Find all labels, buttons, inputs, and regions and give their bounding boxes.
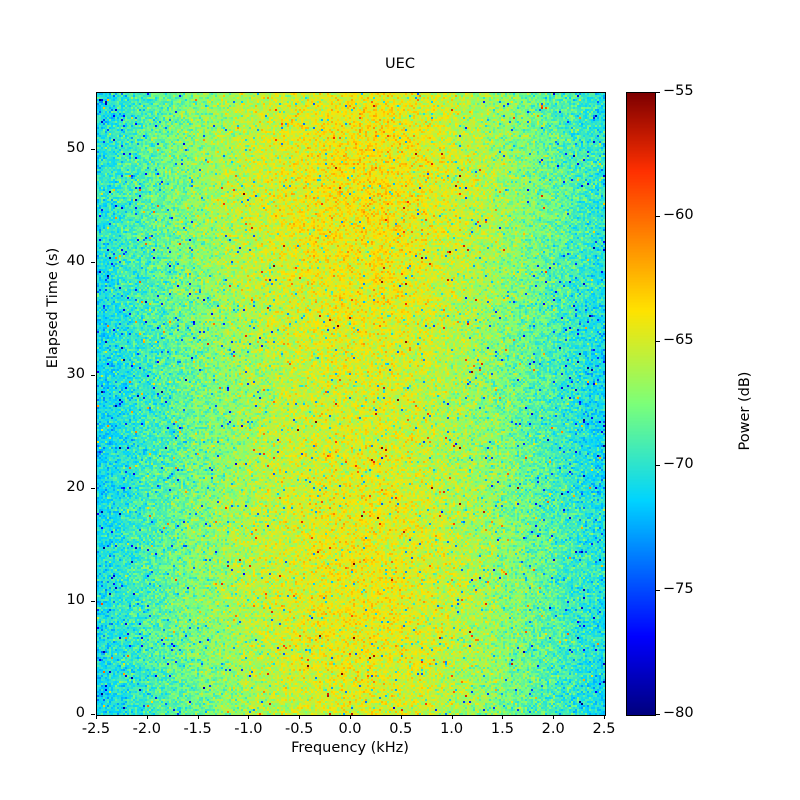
x-axis-tick-label: 0.0 <box>338 721 362 737</box>
x-axis-tick-label: -2.0 <box>132 721 161 737</box>
y-axis-tick <box>91 600 95 602</box>
x-axis-tick-label: 2.0 <box>541 721 565 737</box>
x-axis-tick-label: 1.5 <box>490 721 514 737</box>
x-axis-tick <box>299 715 301 719</box>
y-axis-tick-label: 50 <box>66 139 85 156</box>
y-axis-tick <box>91 374 95 376</box>
y-axis-tick <box>91 261 95 263</box>
colorbar-tick <box>656 340 660 342</box>
spectrogram-heatmap <box>97 93 605 715</box>
x-axis-tick <box>553 715 555 719</box>
colorbar-tick <box>656 216 660 218</box>
y-axis-tick <box>91 148 95 150</box>
colorbar-tick-label: −70 <box>663 456 694 473</box>
x-axis-tick <box>502 715 504 719</box>
x-axis-tick <box>451 715 453 719</box>
y-axis-tick-label: 0 <box>75 705 85 721</box>
x-axis-tick <box>248 715 250 719</box>
colorbar-tick <box>656 465 660 467</box>
colorbar-tick <box>656 92 660 93</box>
x-axis-tick-label: 0.5 <box>389 721 413 737</box>
x-axis-tick-label: 1.0 <box>440 721 464 737</box>
x-axis-tick <box>197 715 199 719</box>
y-axis-tick <box>91 714 95 715</box>
title-station: UEC <box>385 56 415 72</box>
x-axis-tick-label: -1.5 <box>183 721 212 737</box>
y-axis-tick <box>91 487 95 489</box>
colorbar-gradient <box>627 93 655 715</box>
y-axis-tick-label: 10 <box>66 591 85 608</box>
x-axis-tick <box>146 715 148 719</box>
x-axis-tick-label: -0.5 <box>285 721 314 737</box>
y-axis-tick-label: 30 <box>66 365 85 382</box>
colorbar-tick-label: −75 <box>663 580 694 597</box>
x-axis-tick <box>400 715 402 719</box>
colorbar-tick-label: −80 <box>663 705 694 721</box>
colorbar-tick <box>656 714 660 715</box>
x-axis-tick <box>96 715 97 719</box>
colorbar-label: Power (dB) <box>737 371 753 451</box>
y-axis-tick-label: 40 <box>66 252 85 269</box>
x-axis-tick <box>350 715 351 719</box>
x-axis-tick-label: -1.0 <box>234 721 263 737</box>
x-axis-tick-label: -2.5 <box>81 721 111 737</box>
x-axis-tick-label: 2.5 <box>592 721 616 737</box>
colorbar-tick-label: −65 <box>663 331 694 348</box>
colorbar-tick-label: −60 <box>663 207 694 224</box>
colorbar <box>626 92 656 716</box>
x-axis-tick <box>604 715 605 719</box>
y-axis-tick-label: 20 <box>66 478 85 495</box>
spectrogram-plot-area <box>96 92 606 716</box>
x-axis-label: Frequency (kHz) <box>291 740 409 756</box>
colorbar-tick <box>656 589 660 591</box>
colorbar-tick-label: −55 <box>663 83 694 99</box>
